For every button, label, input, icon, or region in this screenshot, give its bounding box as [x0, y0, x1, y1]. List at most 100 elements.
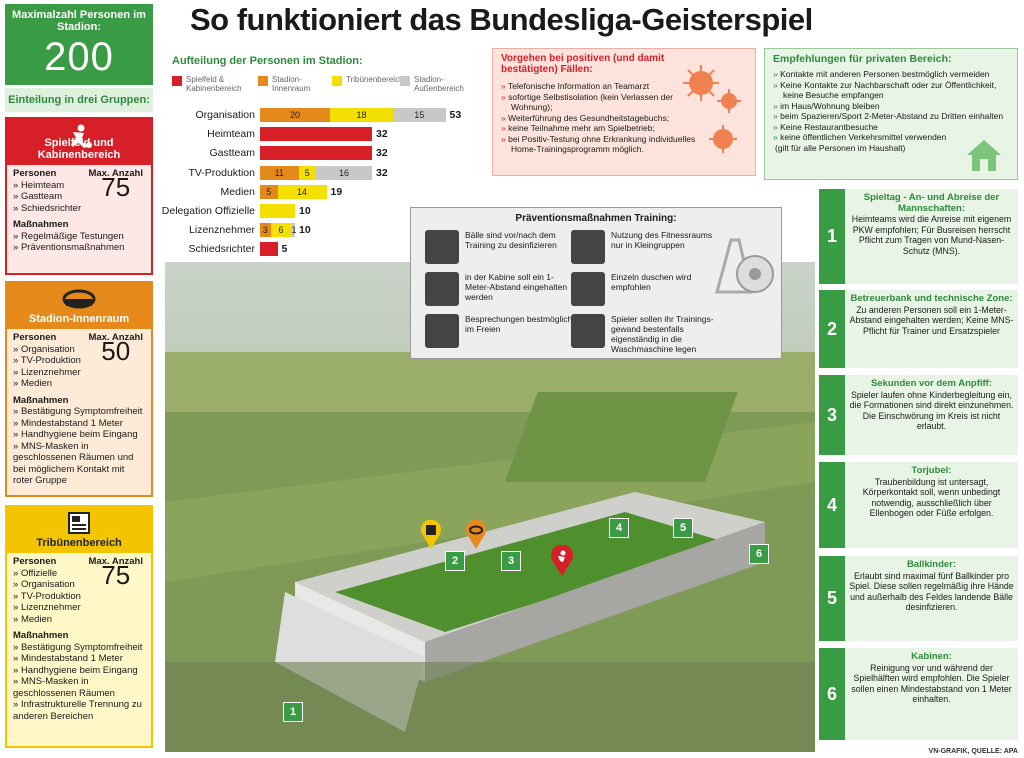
zone-stands-person: TV-Produktion: [13, 591, 145, 603]
chart-row: Lizenznehmer 3 6 1 10: [165, 223, 465, 238]
positive-cases-heading: Vorgehen bei positiven (und damit bestät…: [501, 53, 665, 75]
zone-stands-measures-label: Maßnahmen: [13, 630, 69, 641]
legend-label: Spielfeld & Kabinenbereich: [186, 75, 242, 93]
document-pin-icon: [421, 520, 441, 549]
map-marker: 5: [673, 518, 693, 538]
chart-total-label: 32: [376, 147, 388, 160]
zone-field-measure: Regelmäßige Testungen: [13, 231, 145, 243]
chart-bar-segment: 1: [291, 223, 297, 238]
chart-category-label: Heimteam: [207, 128, 255, 141]
training-heading: Präventionsmaßnahmen Training:: [515, 213, 677, 224]
max-persons-label: Maximalzahl Personen im Stadion:: [12, 9, 146, 33]
zone-field-max-value: 75: [101, 171, 131, 202]
zone-stands-max-value: 75: [101, 559, 131, 590]
zone-inner-measures-label: Maßnahmen: [13, 394, 69, 406]
zone-inner-persons-label: Personen: [13, 332, 57, 343]
football-player-icon: [71, 124, 92, 148]
chart-category-label: Gastteam: [209, 147, 255, 160]
private-heading: Empfehlungen für privaten Bereich:: [773, 53, 952, 65]
private-list: Kontakte mit anderen Personen bestmöglic…: [765, 69, 1017, 143]
ball-icon: [425, 230, 459, 264]
legend-label: Stadion-Innenraum: [272, 75, 311, 93]
chart-total-label: 32: [376, 166, 388, 179]
chart-legend: Spielfeld & Kabinenbereich Stadion-Innen…: [172, 75, 472, 105]
private-item: Keine Kontakte zur Nachbarschaft oder zu…: [773, 80, 1017, 101]
max-persons-value: 200: [44, 35, 114, 79]
zone-field-max-label: Max. Anzahl: [88, 168, 143, 179]
card-title: Torjubel:: [911, 465, 952, 476]
card-ball-kids: 5 Ballkinder: Erlaubt sind maximal fünf Ba…: [819, 556, 1018, 641]
chart-total-label: 32: [376, 128, 388, 141]
private-item: im Haus/Wohnung bleiben: [773, 101, 1017, 112]
zone-field-max: Max. Anzahl 75: [88, 168, 143, 202]
zone-field-persons-label: Personen: [13, 168, 57, 179]
zone-inner-person: Lizenznehmer: [13, 367, 145, 379]
positive-case-item: bei Positiv-Testung ohne Erkrankung indi…: [501, 134, 701, 155]
training-item: Einzeln duschen wird empfohlen: [571, 272, 721, 310]
zone-field-person: Heimteam: [13, 180, 145, 192]
map-marker: 6: [749, 544, 769, 564]
zone-stands-persons-label: Personen: [13, 556, 57, 567]
chart-bar-segment: [260, 127, 372, 142]
zone-stands-max: Max. Anzahl 75: [88, 556, 143, 590]
card-text: Spieler laufen ohne Kinderbegleitung ein…: [849, 389, 1014, 432]
zone-inner-header: Stadion-Innenraum: [7, 283, 151, 329]
chart-bar-segment: [260, 242, 278, 257]
zone-inner-max: Max. Anzahl 50: [88, 332, 143, 363]
zone-inner-title: Stadion-Innenraum: [28, 313, 130, 325]
card-text: Heimteams wird die Anreise mit eigenem P…: [851, 214, 1012, 256]
training-item-text: Nutzung des Fitnessraums nur in Kleingru…: [611, 230, 713, 250]
training-item: Spieler sollen ihr Trainings-gewand best…: [571, 314, 721, 354]
card-text: Erlaubt sind maximal fünf Ballkinder pro…: [849, 570, 1014, 613]
zone-stands-measure: MNS-Masken in geschlossenen Räumen: [13, 676, 145, 699]
zone-stands-measure: Infrastrukturelle Trennung zu anderen Be…: [13, 699, 145, 722]
zone-stands-person: Medien: [13, 614, 145, 626]
chart-row: Delegation Offizielle 10: [162, 204, 465, 218]
zone-field-title: Spielfeld und Kabinenbereich: [37, 137, 121, 161]
chart-bar-segment: 16: [316, 165, 372, 180]
chart-category-label: TV-Produktion: [188, 166, 255, 179]
virus-icon: [683, 65, 741, 153]
zone-stands-header: Tribünenbereich: [7, 507, 151, 553]
zone-inner: Stadion-Innenraum Personen Max. Anzahl 50…: [5, 281, 153, 497]
training-item: Besprechungen bestmöglich im Freien: [425, 314, 575, 352]
weather-icon: [425, 314, 459, 348]
card-number: 6: [819, 648, 845, 740]
legend-swatch: [172, 76, 182, 86]
card-cabins: 6 Kabinen: Reinigung vor und während der S…: [819, 648, 1018, 740]
source-credit: VN-GRAFIK, QUELLE: APA: [928, 748, 1018, 755]
chart-bar-segment: 5: [260, 184, 278, 199]
chart-row: Medien 5 14 19: [165, 184, 465, 199]
page-title: So funktioniert das Bundesliga-Geistersp…: [190, 2, 813, 37]
card-title: Kabinen:: [911, 651, 952, 662]
zone-stands-person: Offizielle: [13, 568, 145, 580]
card-text: Traubenbildung ist untersagt, Körperkont…: [862, 476, 1001, 519]
card-text: Zu anderen Personen soll ein 1-Meter-Abs…: [849, 304, 1014, 336]
chart-row: Schiedsrichter 5: [165, 242, 465, 257]
private-item: Kontakte mit anderen Personen bestmöglic…: [773, 69, 1017, 80]
card-arrival: 1 Spieltag - An- und Abreise der Mannscha…: [819, 189, 1018, 284]
chart-category-label: Medien: [220, 185, 255, 198]
card-number: 3: [819, 375, 845, 455]
chart-bar-segment: 6: [270, 223, 292, 238]
zone-stands-measure: Bestätigung Symptomfreiheit: [13, 642, 145, 654]
chart-row: TV-Produktion 11 5 16 32: [165, 165, 465, 180]
zone-stands-measure: Mindestabstand 1 Meter: [13, 653, 145, 665]
zone-field-measures-label: Maßnahmen: [13, 219, 69, 230]
map-marker: 4: [609, 518, 629, 538]
chart-bar-segment: 18: [330, 108, 393, 122]
card-number: 4: [819, 462, 845, 548]
groups-label: Einteilung in drei Gruppen:: [5, 88, 153, 112]
chart-bar-segment: 20: [260, 108, 330, 122]
chart-bar-segment: 11: [260, 165, 299, 180]
map-marker: 1: [283, 702, 303, 722]
chart-title: Aufteilung der Personen im Stadion:: [172, 55, 363, 67]
training-item: Nutzung des Fitnessraums nur in Kleingru…: [571, 230, 721, 268]
card-kickoff: 3 Sekunden vor dem Anpfiff: Spieler laufen…: [819, 375, 1018, 455]
zone-inner-measure: Mindestabstand 1 Meter: [13, 418, 145, 430]
zone-field-measure: Präventionsmaßnahmen: [13, 242, 145, 254]
private-recommendations-box: Empfehlungen für privaten Bereich: Konta…: [764, 48, 1018, 180]
chart-bar-segment: [260, 146, 372, 161]
zone-stands-title: Tribünenbereich: [36, 537, 122, 549]
